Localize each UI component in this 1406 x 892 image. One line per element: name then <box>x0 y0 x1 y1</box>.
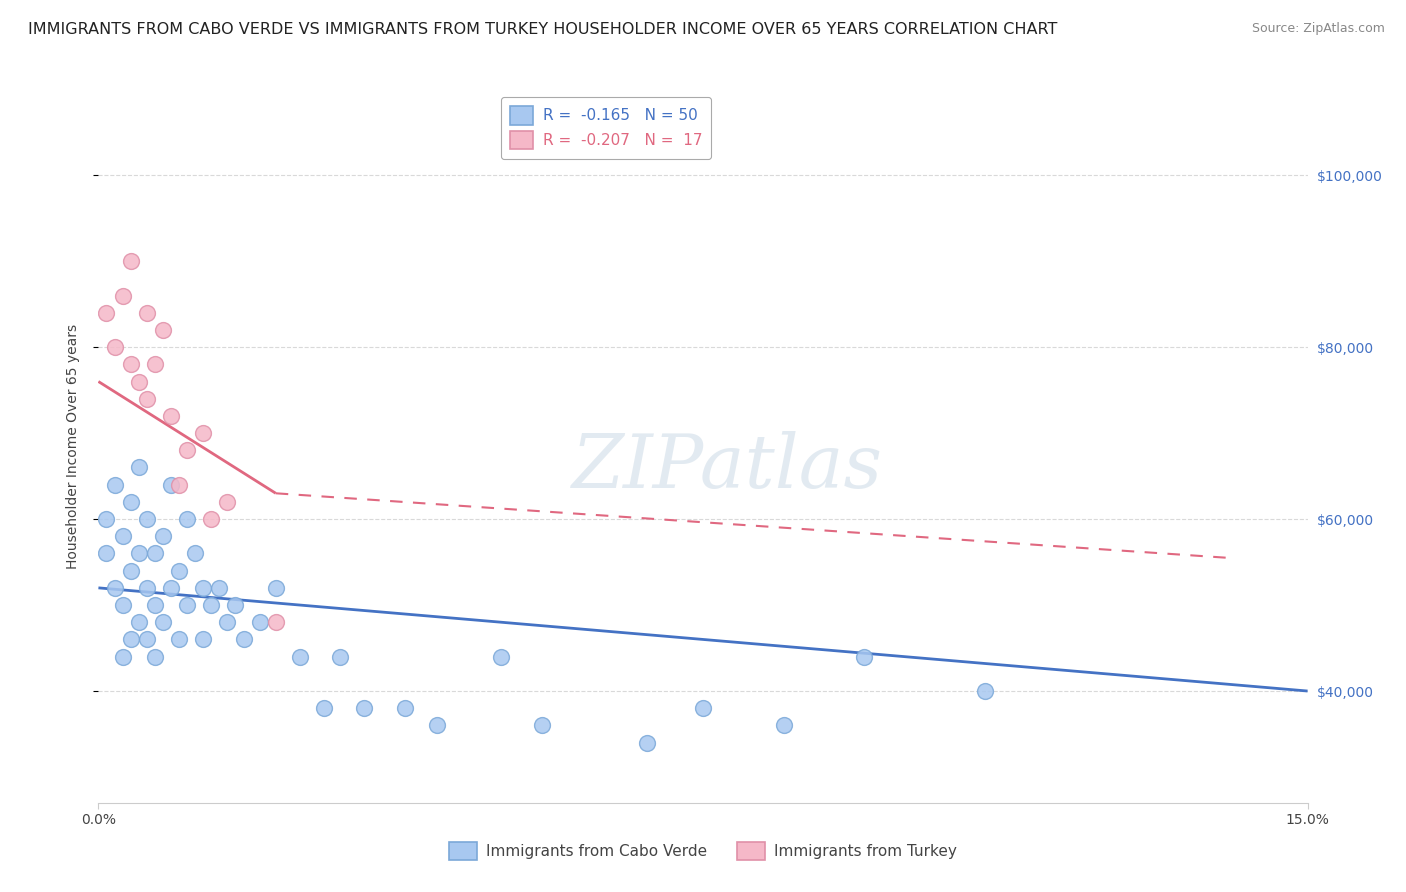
Point <box>103 340 125 354</box>
Point <box>143 357 166 371</box>
Text: Source: ZipAtlas.com: Source: ZipAtlas.com <box>1251 22 1385 36</box>
Point <box>135 392 157 406</box>
Point <box>184 546 207 560</box>
Point <box>249 615 271 630</box>
Point <box>120 632 142 647</box>
Point <box>288 649 311 664</box>
Point <box>135 632 157 647</box>
Text: ZIPatlas: ZIPatlas <box>572 431 883 504</box>
Point <box>160 409 183 423</box>
Point <box>120 564 142 578</box>
Point <box>96 306 118 320</box>
Point <box>167 564 190 578</box>
Point <box>530 718 553 732</box>
Point <box>264 581 287 595</box>
Point <box>232 632 254 647</box>
Point <box>314 701 336 715</box>
Point <box>160 477 183 491</box>
Point <box>160 581 183 595</box>
Point <box>135 306 157 320</box>
Point <box>152 615 174 630</box>
Point <box>143 649 166 664</box>
Point <box>200 512 222 526</box>
Point <box>853 649 876 664</box>
Point <box>152 323 174 337</box>
Point <box>636 736 658 750</box>
Point <box>491 649 513 664</box>
Point <box>120 254 142 268</box>
Point <box>167 632 190 647</box>
Point <box>176 443 198 458</box>
Point <box>217 615 239 630</box>
Point <box>103 477 125 491</box>
Point <box>329 649 352 664</box>
Point <box>176 598 198 612</box>
Text: IMMIGRANTS FROM CABO VERDE VS IMMIGRANTS FROM TURKEY HOUSEHOLDER INCOME OVER 65 : IMMIGRANTS FROM CABO VERDE VS IMMIGRANTS… <box>28 22 1057 37</box>
Point <box>128 375 150 389</box>
Point <box>96 512 118 526</box>
Point <box>167 477 190 491</box>
Point <box>208 581 231 595</box>
Point <box>193 426 215 441</box>
Point <box>135 512 157 526</box>
Point <box>128 615 150 630</box>
Point <box>974 684 997 698</box>
Point <box>103 581 125 595</box>
Point <box>143 598 166 612</box>
Point <box>200 598 222 612</box>
Point <box>120 495 142 509</box>
Point <box>772 718 794 732</box>
Point <box>193 581 215 595</box>
Point <box>692 701 714 715</box>
Point <box>135 581 157 595</box>
Legend: Immigrants from Cabo Verde, Immigrants from Turkey: Immigrants from Cabo Verde, Immigrants f… <box>443 836 963 866</box>
Point <box>193 632 215 647</box>
Point <box>111 598 134 612</box>
Point <box>128 546 150 560</box>
Point <box>394 701 416 715</box>
Y-axis label: Householder Income Over 65 years: Householder Income Over 65 years <box>66 324 80 568</box>
Point <box>128 460 150 475</box>
Point <box>111 529 134 543</box>
Point <box>426 718 449 732</box>
Point <box>111 649 134 664</box>
Point <box>353 701 375 715</box>
Point <box>120 357 142 371</box>
Point <box>143 546 166 560</box>
Point <box>224 598 246 612</box>
Point <box>152 529 174 543</box>
Point <box>176 512 198 526</box>
Point <box>111 288 134 302</box>
Point <box>264 615 287 630</box>
Point <box>96 546 118 560</box>
Point <box>217 495 239 509</box>
